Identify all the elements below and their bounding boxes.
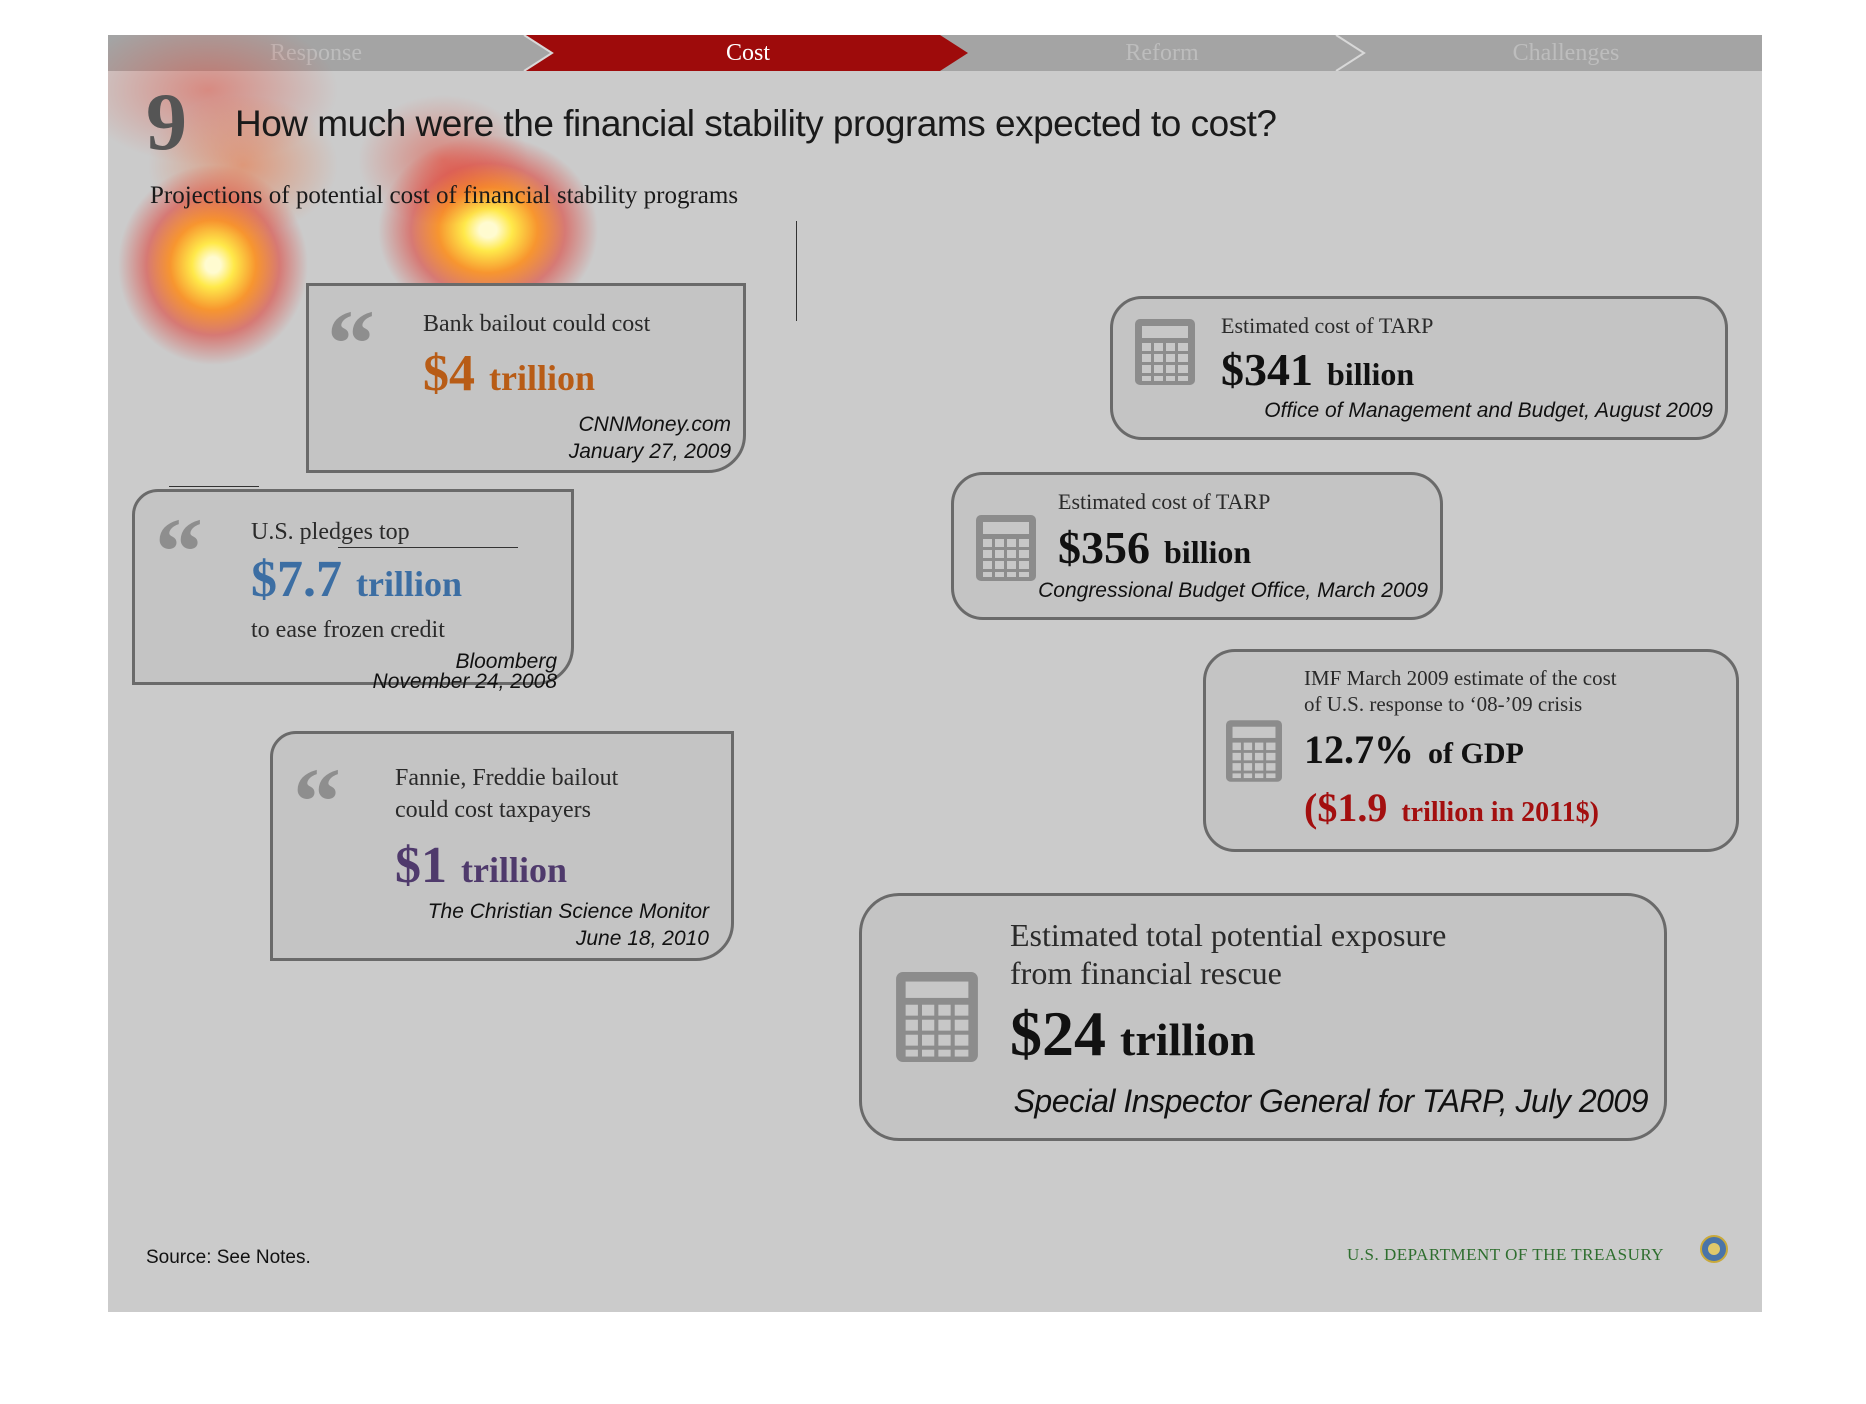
quote-source: The Christian Science Monitor June 18, 2… xyxy=(428,898,709,953)
amount-value: $4 xyxy=(423,345,475,402)
alt-amount-unit: trillion in 2011$) xyxy=(1401,797,1599,828)
estimate-label-line1: Estimated total potential exposure xyxy=(1010,917,1447,953)
page-subtitle: Projections of potential cost of financi… xyxy=(150,182,739,209)
treasury-seal-icon xyxy=(1700,1235,1728,1263)
estimate-source: Congressional Budget Office, March 2009 xyxy=(1038,579,1428,602)
tab-response[interactable]: Response xyxy=(270,40,362,66)
estimate-amount: $24 trillion xyxy=(1010,1002,1255,1066)
estimate-card-cbo: Estimated cost of TARP $356 billion Congr… xyxy=(951,472,1443,620)
estimate-label-line2: from financial rescue xyxy=(1010,955,1282,991)
quote-amount: $1 trillion xyxy=(395,840,567,892)
estimate-label-line2: of U.S. response to ‘08-’09 crisis xyxy=(1304,692,1583,716)
amount-value: $7.7 xyxy=(251,551,342,608)
calculator-icon xyxy=(1135,319,1195,385)
estimate-source: Special Inspector General for TARP, July… xyxy=(1013,1083,1649,1119)
slide: Response Cost Reform Challenges 9 How mu… xyxy=(108,35,1762,1312)
estimate-amount: 12.7% of GDP xyxy=(1304,730,1524,770)
estimate-source: Office of Management and Budget, August … xyxy=(1264,399,1713,422)
source-date: June 18, 2010 xyxy=(575,927,709,951)
quote-intro: U.S. pledges top xyxy=(251,519,410,545)
nav-bar: Response Cost Reform Challenges xyxy=(108,35,1762,71)
redaction-line xyxy=(169,486,259,487)
source-date: January 27, 2009 xyxy=(568,440,731,464)
estimate-card-sigtarp: Estimated total potential exposure from … xyxy=(859,893,1667,1141)
divider-line xyxy=(796,221,797,321)
amount-value: 12.7% xyxy=(1304,727,1414,772)
estimate-label: Estimated cost of TARP xyxy=(1221,313,1434,338)
quote-intro-line1: Fannie, Freddie bailout xyxy=(395,765,619,791)
quote-amount: $7.7 trillion xyxy=(251,554,462,606)
footer-source-note: Source: See Notes. xyxy=(146,1247,311,1268)
active-tab-background xyxy=(524,35,968,71)
quote-intro-line2: could cost taxpayers xyxy=(395,797,591,823)
nav-bar-arrows xyxy=(108,35,1762,71)
estimate-card-imf: IMF March 2009 estimate of the cost of U… xyxy=(1203,649,1739,852)
estimate-label: Estimated cost of TARP xyxy=(1058,489,1271,514)
quote-card-cnnmoney: “ Bank bailout could cost $4 trillion CNN… xyxy=(306,283,746,473)
amount-value: $356 xyxy=(1058,522,1150,573)
estimate-alt-amount: ($1.9 trillion in 2011$) xyxy=(1304,788,1599,828)
amount-value: $341 xyxy=(1221,344,1313,395)
amount-unit: trillion xyxy=(1120,1014,1256,1065)
amount-value: $24 xyxy=(1010,998,1106,1069)
quote-amount: $4 trillion xyxy=(423,348,595,400)
quote-source: Bloomberg xyxy=(455,648,557,675)
amount-unit: trillion xyxy=(489,358,595,398)
quote-card-bloomberg: “ U.S. pledges top $7.7 trillion to ease … xyxy=(132,486,574,693)
amount-value: $1 xyxy=(395,837,447,894)
question-number: 9 xyxy=(146,76,187,167)
footer-agency: U.S. DEPARTMENT OF THE TREASURY xyxy=(1347,1245,1665,1264)
amount-unit: billion xyxy=(1327,356,1415,392)
redaction-line xyxy=(338,547,518,548)
estimate-label-line1: IMF March 2009 estimate of the cost xyxy=(1304,666,1617,690)
tab-cost[interactable]: Cost xyxy=(725,40,770,66)
source-name: Bloomberg xyxy=(455,650,557,673)
quote-mark-icon: “ xyxy=(155,498,203,605)
source-date: November 24, 2008 xyxy=(372,670,557,693)
quote-extra: to ease frozen credit xyxy=(251,617,445,643)
quote-mark-icon: “ xyxy=(293,748,341,855)
amount-unit: trillion xyxy=(356,564,462,604)
tab-reform[interactable]: Reform xyxy=(1125,40,1199,66)
quote-mark-icon: “ xyxy=(327,290,375,397)
amount-unit: of GDP xyxy=(1428,737,1524,770)
estimate-card-omb: Estimated cost of TARP $341 billion Offic… xyxy=(1110,296,1728,440)
alt-amount-value: ($1.9 xyxy=(1304,785,1388,830)
calculator-icon xyxy=(896,972,978,1062)
page-title: How much were the financial stability pr… xyxy=(235,103,1277,144)
amount-unit: trillion xyxy=(461,850,567,890)
source-name: The Christian Science Monitor xyxy=(427,900,709,923)
estimate-amount: $356 billion xyxy=(1058,525,1251,571)
calculator-icon xyxy=(976,515,1036,581)
calculator-icon xyxy=(1226,720,1282,782)
quote-date: November 24, 2008 xyxy=(373,668,557,695)
estimate-amount: $341 billion xyxy=(1221,347,1414,393)
quote-source: CNNMoney.com January 27, 2009 xyxy=(569,411,731,466)
amount-unit: billion xyxy=(1164,534,1252,570)
quote-intro: Bank bailout could cost xyxy=(423,311,651,337)
quote-card-csmonitor: “ Fannie, Freddie bailout could cost tax… xyxy=(270,731,734,961)
source-name: CNNMoney.com xyxy=(578,413,731,436)
tab-challenges[interactable]: Challenges xyxy=(1512,40,1620,66)
